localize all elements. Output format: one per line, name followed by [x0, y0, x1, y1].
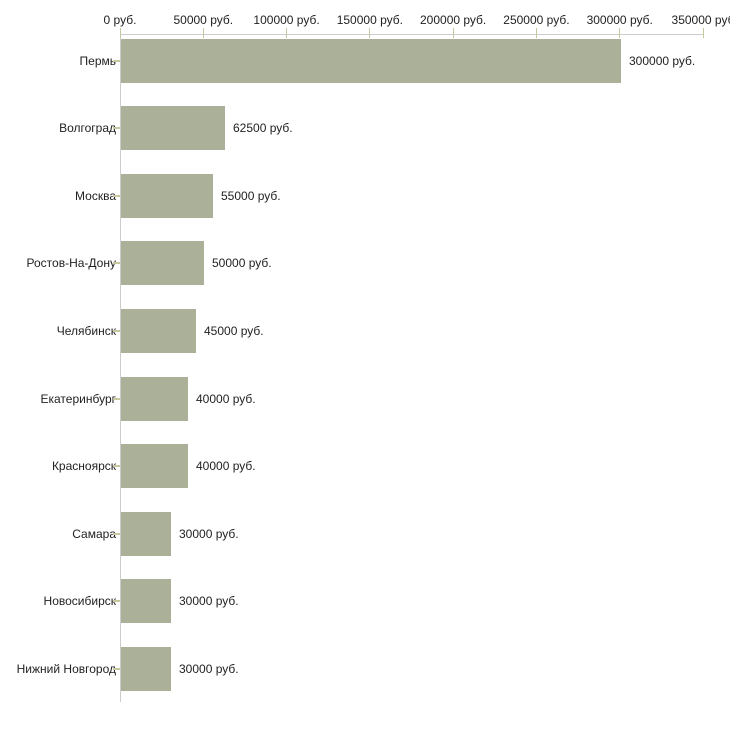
category-label: Нижний Новгород	[16, 661, 116, 676]
category-tick	[113, 329, 120, 332]
value-label: 300000 руб.	[629, 53, 696, 68]
x-axis-tick-label: 150000 руб.	[336, 13, 403, 27]
value-label: 62500 руб.	[233, 121, 293, 136]
category-label: Москва	[75, 188, 116, 203]
x-axis-tick	[202, 28, 204, 38]
value-label: 30000 руб.	[179, 661, 239, 676]
value-label: 30000 руб.	[179, 594, 239, 609]
x-axis-tick	[369, 28, 371, 38]
category-label: Новосибирск	[43, 594, 116, 609]
value-label: 45000 руб.	[204, 323, 264, 338]
value-label: 50000 руб.	[212, 256, 272, 271]
y-axis-line	[120, 34, 121, 702]
x-axis-tick	[286, 28, 288, 38]
category-tick	[113, 127, 120, 130]
x-axis-tick-label: 250000 руб.	[503, 13, 570, 27]
x-axis-tick-label: 100000 руб.	[253, 13, 320, 27]
x-axis-tick-label: 0 руб.	[103, 13, 137, 27]
bar-7	[121, 511, 171, 556]
x-axis-tick	[619, 28, 621, 38]
x-axis-tick-label: 300000 руб.	[586, 13, 653, 27]
bar-1	[121, 106, 225, 151]
bar-9	[121, 646, 171, 691]
category-label: Пермь	[79, 53, 116, 68]
x-axis-tick-label: 350000 руб	[671, 13, 730, 27]
bar-5	[121, 376, 188, 421]
value-label: 40000 руб.	[196, 459, 256, 474]
category-label: Самара	[72, 526, 116, 541]
value-label: 55000 руб.	[221, 188, 281, 203]
category-tick	[113, 59, 120, 62]
category-label: Ростов-На-Дону	[26, 256, 116, 271]
category-label: Красноярск	[51, 459, 116, 474]
bar-0	[121, 38, 621, 83]
bar-4	[121, 308, 196, 353]
x-axis-tick-label: 200000 руб.	[420, 13, 487, 27]
bar-2	[121, 173, 213, 218]
value-label: 30000 руб.	[179, 526, 239, 541]
x-axis-tick-label: 50000 руб.	[173, 13, 234, 27]
category-tick	[113, 532, 120, 535]
bar-3	[121, 241, 204, 286]
category-tick	[113, 667, 120, 670]
x-axis-tick	[702, 28, 704, 38]
category-label: Екатеринбург	[40, 391, 117, 406]
value-label: 40000 руб.	[196, 391, 256, 406]
category-label: Волгоград	[59, 121, 116, 136]
category-tick	[113, 600, 120, 603]
bar-6	[121, 444, 188, 489]
category-label: Челябинск	[56, 323, 116, 338]
category-tick	[113, 397, 120, 400]
x-axis-tick	[535, 28, 537, 38]
x-axis-tick	[119, 28, 121, 38]
x-axis-line	[120, 34, 703, 35]
x-axis-tick	[452, 28, 454, 38]
category-tick	[113, 262, 120, 265]
category-tick	[113, 194, 120, 197]
bar-8	[121, 579, 171, 624]
category-tick	[113, 465, 120, 468]
